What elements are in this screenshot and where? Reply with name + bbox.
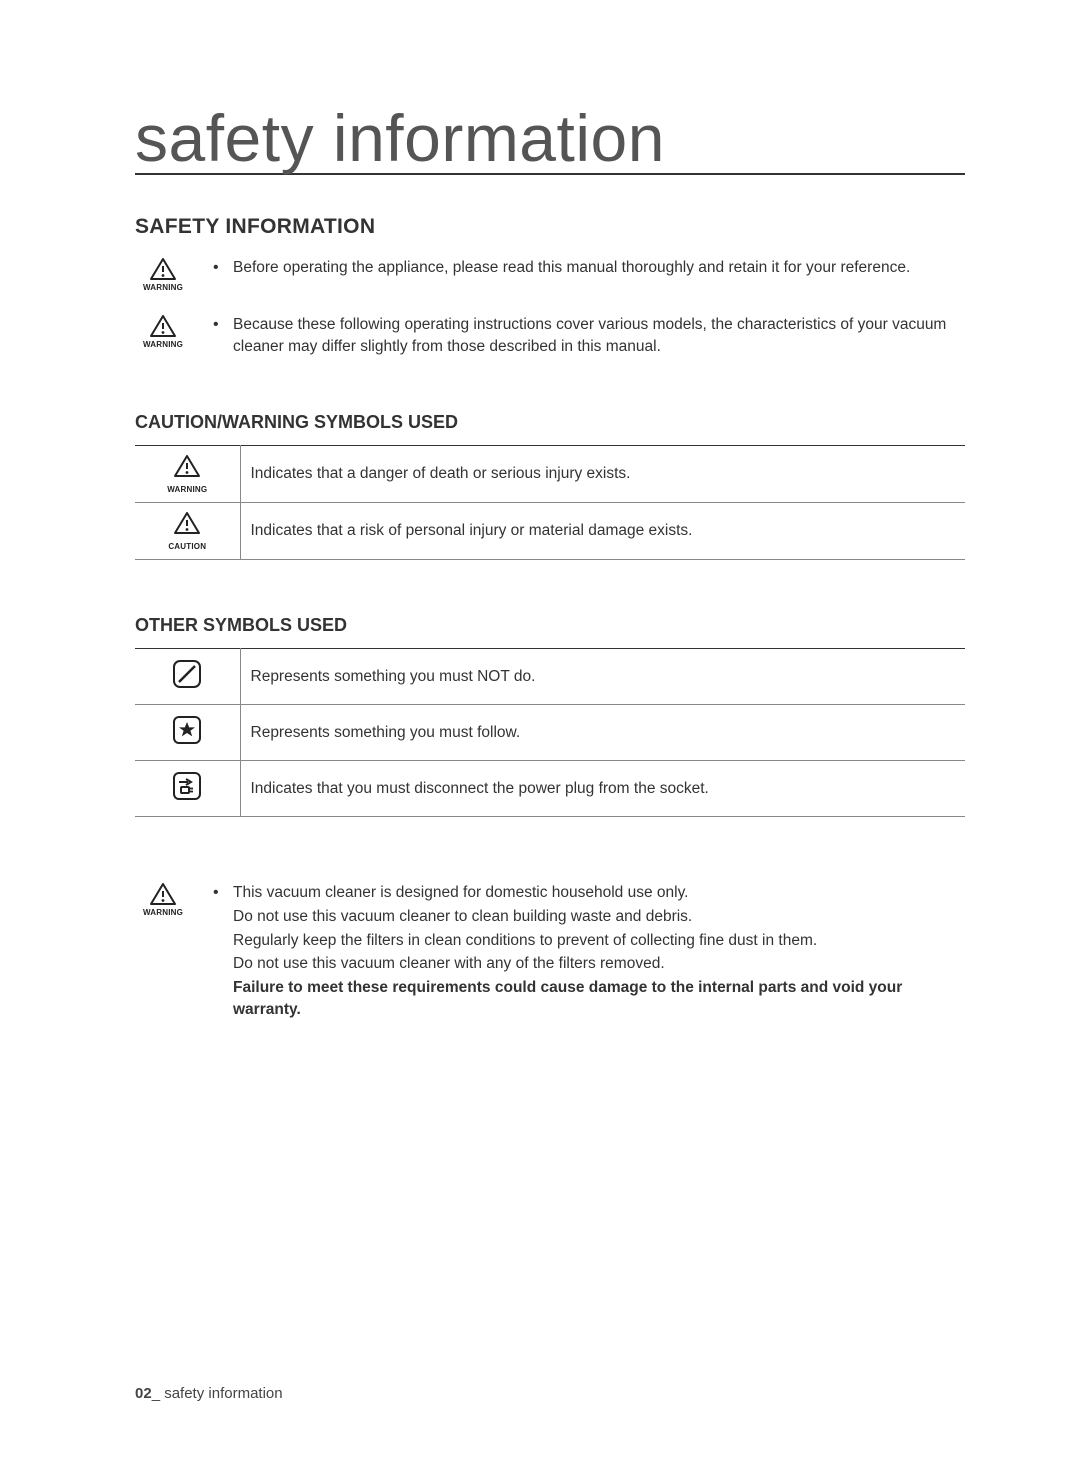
symbol-description: Represents something you must NOT do. [240, 649, 965, 705]
icon-cell: WARNING [135, 446, 240, 503]
warning-triangle-icon [149, 314, 177, 338]
warning-text-line: Because these following operating instru… [213, 314, 965, 357]
icon-cell: CAUTION [135, 503, 240, 560]
page: safety information SAFETY INFORMATION WA… [0, 0, 1080, 1472]
warning-text-line: Before operating the appliance, please r… [213, 257, 965, 279]
table-row: CAUTION Indicates that a risk of persona… [135, 503, 965, 560]
bottom-line: Do not use this vacuum cleaner to clean … [213, 906, 965, 928]
bottom-line-bold: Failure to meet these requirements could… [213, 977, 965, 1020]
caution-triangle-icon [173, 511, 201, 535]
footer-label: safety information [164, 1385, 282, 1402]
bottom-warning-row: WARNING This vacuum cleaner is designed … [135, 882, 965, 1022]
page-title: safety information [135, 105, 965, 174]
icon-cell [135, 649, 240, 705]
other-symbols-table: Represents something you must NOT do. Re… [135, 648, 965, 817]
icon-label: WARNING [139, 485, 236, 494]
symbol-description: Represents something you must follow. [240, 705, 965, 761]
subsection-heading: OTHER SYMBOLS USED [135, 615, 965, 636]
warning-icon-col: WARNING [135, 882, 191, 917]
warning-triangle-icon [149, 257, 177, 281]
page-number: 02 [135, 1385, 152, 1402]
prohibit-icon [170, 657, 204, 691]
symbol-description: Indicates that you must disconnect the p… [240, 761, 965, 817]
bottom-line: Do not use this vacuum cleaner with any … [213, 953, 965, 975]
warning-label: WARNING [135, 908, 191, 917]
warning-icon-col: WARNING [135, 314, 191, 349]
subsection-heading: CAUTION/WARNING SYMBOLS USED [135, 412, 965, 433]
warning-label: WARNING [135, 283, 191, 292]
symbol-description: Indicates that a danger of death or seri… [240, 446, 965, 503]
warning-text: Because these following operating instru… [213, 314, 965, 357]
warning-label: WARNING [135, 340, 191, 349]
table-row: Represents something you must NOT do. [135, 649, 965, 705]
symbol-description: Indicates that a risk of personal injury… [240, 503, 965, 560]
warning-triangle-icon [173, 454, 201, 478]
icon-label: CAUTION [139, 542, 236, 551]
icon-cell [135, 705, 240, 761]
icon-cell [135, 761, 240, 817]
bottom-line: This vacuum cleaner is designed for dome… [213, 882, 965, 904]
follow-icon [170, 713, 204, 747]
bottom-line: Regularly keep the filters in clean cond… [213, 930, 965, 952]
section-heading: SAFETY INFORMATION [135, 215, 965, 239]
footer: 02_ safety information [135, 1385, 283, 1402]
bottom-warning-text: This vacuum cleaner is designed for dome… [213, 882, 965, 1022]
unplug-icon [170, 769, 204, 803]
title-area: safety information [135, 105, 965, 175]
warning-row-2: WARNING Because these following operatin… [135, 314, 965, 357]
table-row: WARNING Indicates that a danger of death… [135, 446, 965, 503]
warning-icon-col: WARNING [135, 257, 191, 292]
table-row: Represents something you must follow. [135, 705, 965, 761]
table-row: Indicates that you must disconnect the p… [135, 761, 965, 817]
caution-warning-table: WARNING Indicates that a danger of death… [135, 445, 965, 560]
footer-sep: _ [152, 1385, 165, 1402]
warning-triangle-icon [149, 882, 177, 906]
warning-row-1: WARNING Before operating the appliance, … [135, 257, 965, 292]
warning-text: Before operating the appliance, please r… [213, 257, 965, 279]
